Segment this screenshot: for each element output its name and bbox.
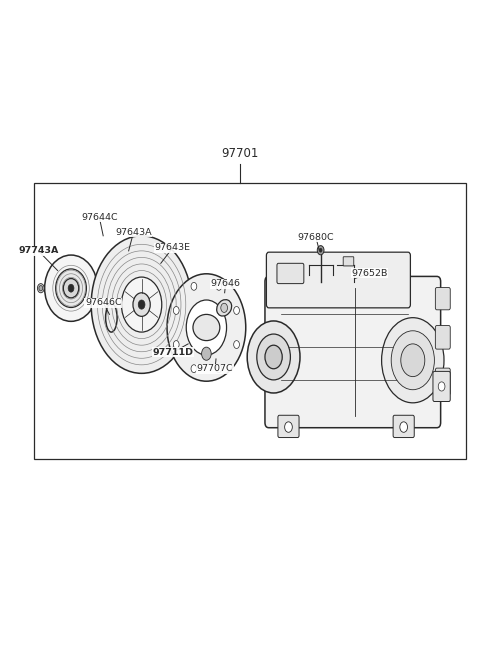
Circle shape	[138, 300, 145, 309]
Text: 97743A: 97743A	[18, 246, 59, 255]
Ellipse shape	[216, 299, 232, 316]
Circle shape	[247, 321, 300, 393]
Circle shape	[202, 347, 211, 360]
Circle shape	[401, 344, 425, 377]
Circle shape	[438, 382, 445, 391]
Circle shape	[191, 365, 197, 373]
FancyBboxPatch shape	[278, 415, 299, 438]
Ellipse shape	[56, 269, 86, 307]
Circle shape	[234, 307, 240, 314]
Circle shape	[121, 277, 162, 332]
FancyBboxPatch shape	[277, 263, 304, 284]
Text: 97652B: 97652B	[351, 269, 388, 278]
Circle shape	[173, 307, 179, 314]
FancyBboxPatch shape	[266, 252, 410, 308]
FancyBboxPatch shape	[435, 326, 450, 349]
Text: 97644C: 97644C	[81, 213, 118, 222]
Text: 97643A: 97643A	[115, 228, 152, 237]
Circle shape	[285, 422, 292, 432]
Ellipse shape	[63, 278, 79, 298]
Circle shape	[391, 331, 434, 390]
Circle shape	[91, 236, 192, 373]
Circle shape	[216, 282, 222, 290]
Circle shape	[234, 341, 240, 348]
Text: 97711D: 97711D	[152, 348, 193, 357]
Circle shape	[257, 334, 290, 380]
Circle shape	[186, 300, 227, 355]
Ellipse shape	[45, 255, 97, 322]
Circle shape	[39, 286, 43, 291]
Circle shape	[173, 341, 179, 348]
FancyBboxPatch shape	[435, 288, 450, 310]
Circle shape	[191, 282, 197, 290]
FancyBboxPatch shape	[265, 276, 441, 428]
Circle shape	[221, 303, 228, 312]
Circle shape	[68, 284, 74, 292]
Text: 97707C: 97707C	[197, 364, 233, 373]
Circle shape	[317, 246, 324, 255]
Bar	[34, 183, 466, 458]
Circle shape	[319, 248, 322, 252]
Text: 97646: 97646	[211, 279, 240, 288]
FancyBboxPatch shape	[433, 371, 450, 402]
Text: 97701: 97701	[221, 147, 259, 160]
Circle shape	[382, 318, 444, 403]
Circle shape	[167, 274, 246, 381]
Circle shape	[133, 293, 150, 316]
Ellipse shape	[193, 314, 220, 341]
Text: 97643E: 97643E	[155, 243, 191, 252]
Text: 97680C: 97680C	[298, 233, 334, 242]
Circle shape	[216, 365, 222, 373]
FancyBboxPatch shape	[393, 415, 414, 438]
Text: 97646C: 97646C	[85, 298, 121, 307]
Circle shape	[265, 345, 282, 369]
Circle shape	[400, 422, 408, 432]
FancyBboxPatch shape	[343, 257, 354, 266]
FancyBboxPatch shape	[435, 368, 450, 395]
Circle shape	[37, 284, 44, 293]
